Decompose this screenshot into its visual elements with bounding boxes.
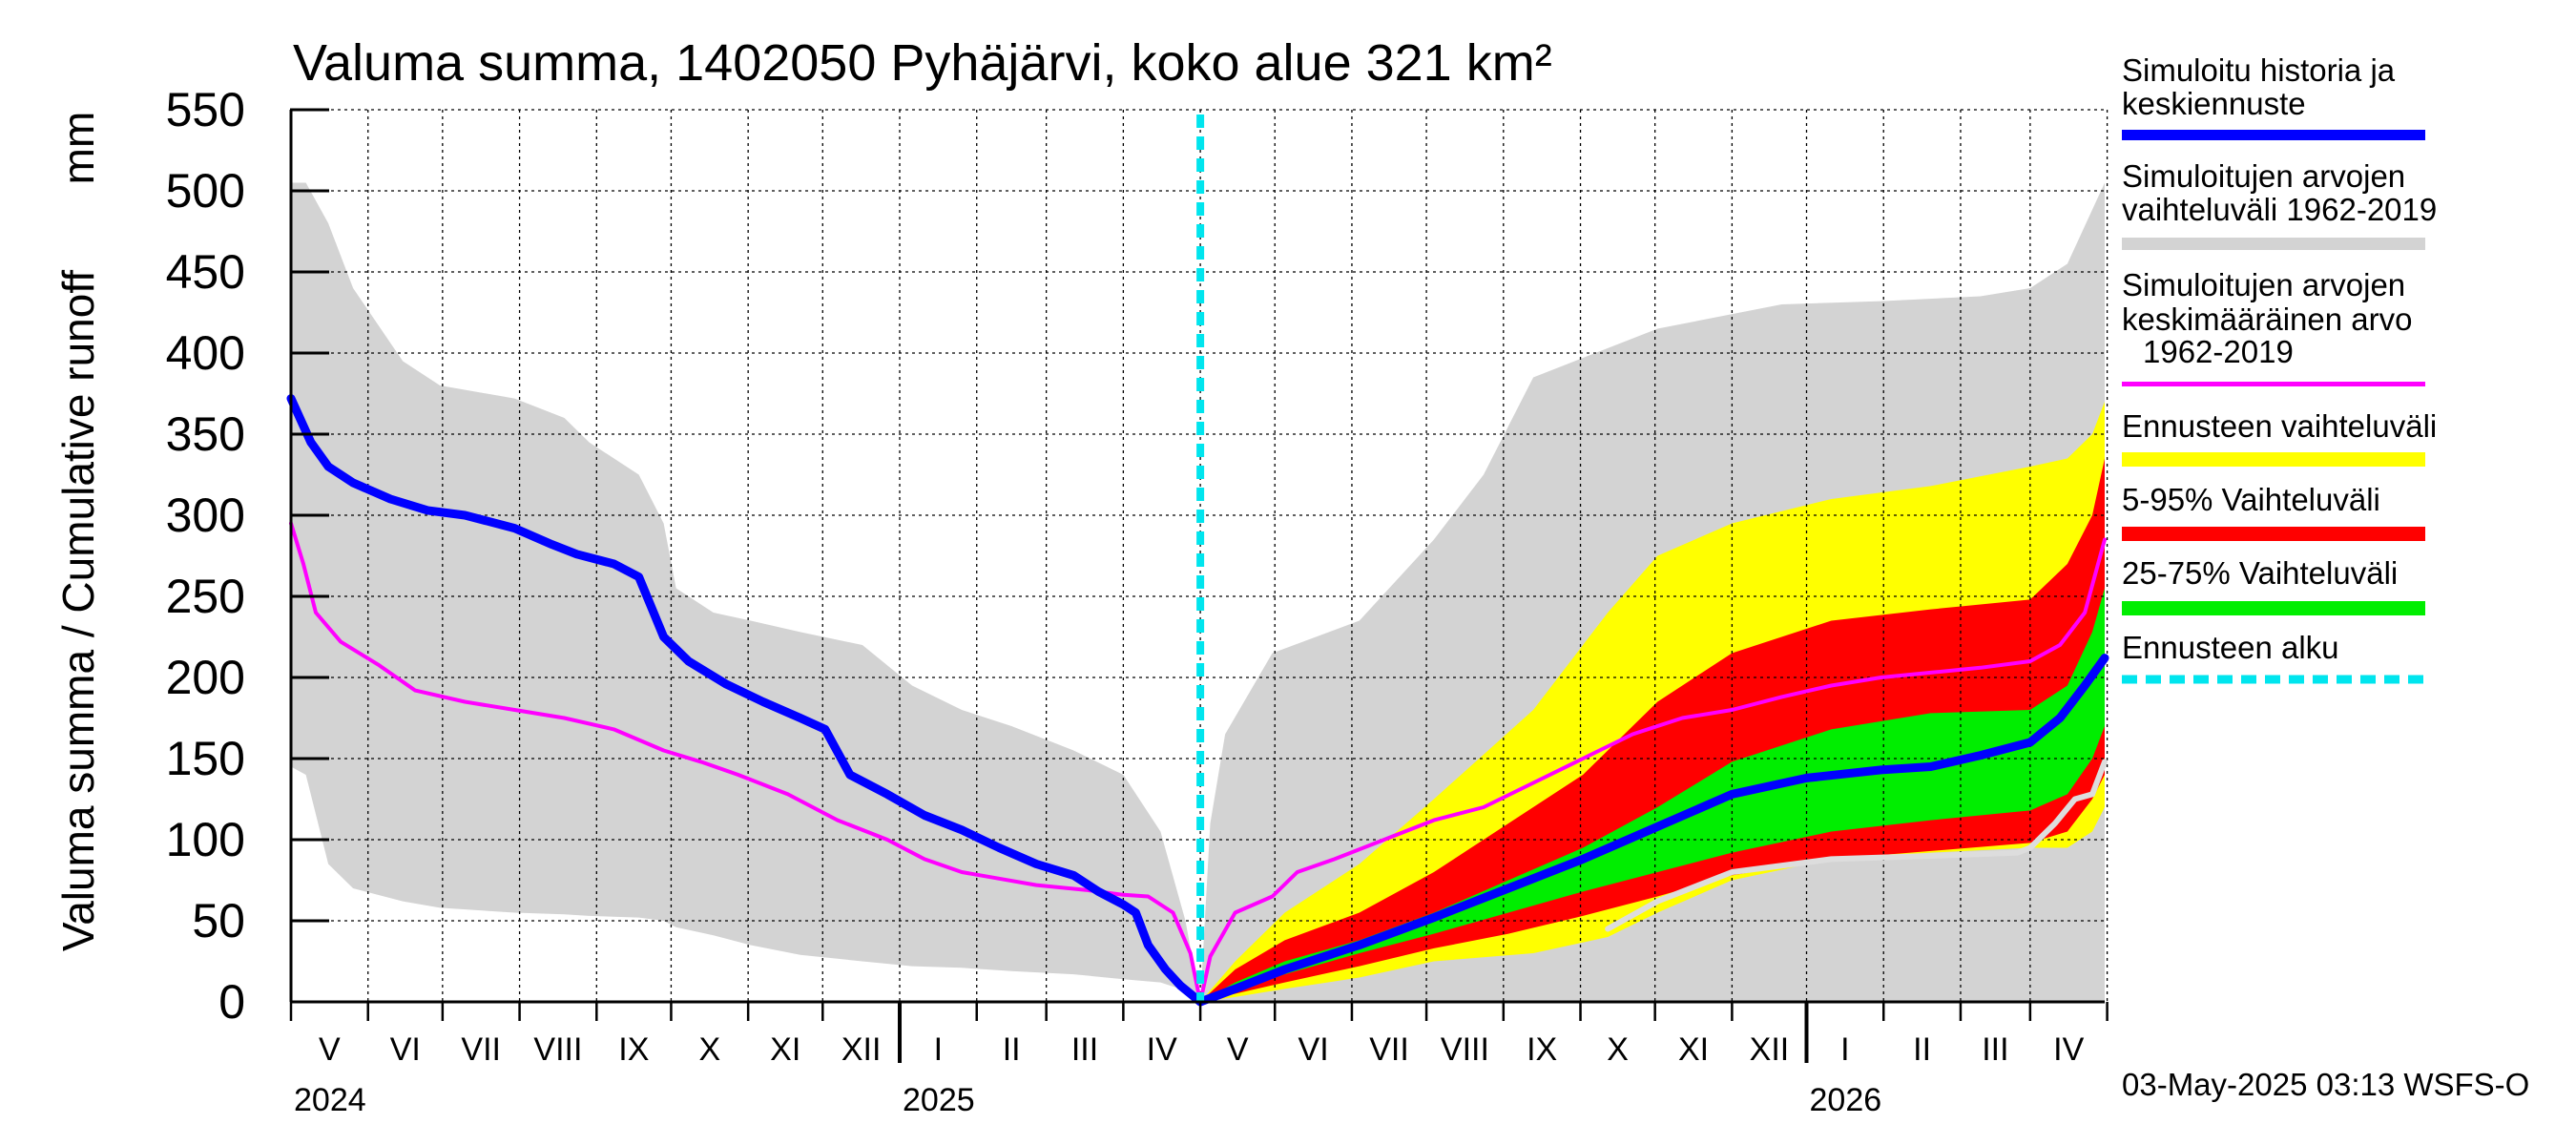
- month-label-18: XI: [1678, 1031, 1709, 1068]
- timestamp: 03-May-2025 03:13 WSFS-O: [2122, 1067, 2529, 1102]
- legend-swatch-p25-75: [2122, 601, 2425, 615]
- month-label-4: IX: [618, 1031, 649, 1068]
- legend-swatch-sim-history: [2122, 130, 2425, 140]
- y-tick-label-250: 250: [166, 570, 245, 623]
- legend-label-ens-range: Ennusteen vaihteluväli: [2122, 408, 2437, 444]
- month-label-15: VIII: [1441, 1031, 1489, 1068]
- chart-title: Valuma summa, 1402050 Pyhäjärvi, koko al…: [293, 34, 1552, 92]
- historical-mean-line: [289, 521, 2107, 1004]
- y-tick-label-100: 100: [166, 813, 245, 866]
- y-tick-label-300: 300: [166, 489, 245, 542]
- month-label-6: XI: [770, 1031, 800, 1068]
- legend-swatch-hist-mean: [2122, 382, 2425, 386]
- month-label-13: VI: [1298, 1031, 1329, 1068]
- month-label-11: IV: [1147, 1031, 1177, 1068]
- legend-label-p5-95: 5-95% Vaihteluväli: [2122, 482, 2380, 517]
- y-tick-label-50: 50: [192, 894, 245, 947]
- y-tick-label-150: 150: [166, 732, 245, 785]
- y-tick-label-450: 450: [166, 245, 245, 299]
- legend-label-hist-range: Simuloitujen arvojen vaihteluväli 1962-20…: [2122, 158, 2437, 227]
- month-label-3: VIII: [533, 1031, 582, 1068]
- y-tick-label-200: 200: [166, 651, 245, 704]
- month-label-21: II: [1913, 1031, 1931, 1068]
- legend-label-sim-history: Simuloitu historia ja keskiennuste: [2122, 52, 2396, 121]
- year-label-2025: 2025: [903, 1082, 975, 1118]
- year-label-2024: 2024: [294, 1082, 366, 1118]
- legend-swatch-hist-range: [2122, 238, 2425, 250]
- legend-label-forecast-start: Ennusteen alku: [2122, 630, 2339, 665]
- simulated-history-line: [286, 394, 2109, 1007]
- month-label-8: I: [934, 1031, 943, 1068]
- y-tick-label-550: 550: [166, 83, 245, 136]
- p25-75-band: [1200, 588, 2105, 1002]
- month-label-19: XII: [1750, 1031, 1790, 1068]
- y-tick-label-0: 0: [218, 975, 245, 1029]
- year-label-2026: 2026: [1810, 1082, 1882, 1118]
- y-axis-label: Valuma summa / Cumulative runoff: [53, 270, 103, 951]
- legend: Simuloitu historia ja keskiennuste Simulo…: [2122, 52, 2437, 684]
- month-label-14: VII: [1369, 1031, 1409, 1068]
- month-label-2: VII: [461, 1031, 501, 1068]
- legend-label-hist-mean: Simuloitujen arvojen keskimääräinen arvo 1…: [2122, 267, 2412, 369]
- month-label-7: XII: [841, 1031, 882, 1068]
- month-label-22: III: [1982, 1031, 2008, 1068]
- y-tick-label-500: 500: [166, 164, 245, 218]
- month-label-23: IV: [2053, 1031, 2084, 1068]
- month-label-5: X: [698, 1031, 720, 1068]
- observed-line: [1605, 759, 2108, 932]
- month-label-10: III: [1071, 1031, 1098, 1068]
- month-label-9: II: [1003, 1031, 1021, 1068]
- month-label-0: V: [319, 1031, 341, 1068]
- plot-area: [286, 109, 2109, 1007]
- month-label-20: I: [1840, 1031, 1849, 1068]
- legend-swatch-p5-95: [2122, 527, 2425, 541]
- legend-swatch-ens-range: [2122, 452, 2425, 467]
- y-axis-unit: mm: [53, 112, 103, 185]
- y-tick-label-350: 350: [166, 407, 245, 461]
- month-label-17: X: [1607, 1031, 1629, 1068]
- month-label-16: IX: [1527, 1031, 1557, 1068]
- legend-label-p25-75: 25-75% Vaihteluväli: [2122, 555, 2398, 591]
- month-label-1: VI: [390, 1031, 421, 1068]
- p5-95-band: [1200, 458, 2105, 1002]
- y-tick-label-400: 400: [166, 326, 245, 380]
- month-label-12: V: [1227, 1031, 1249, 1068]
